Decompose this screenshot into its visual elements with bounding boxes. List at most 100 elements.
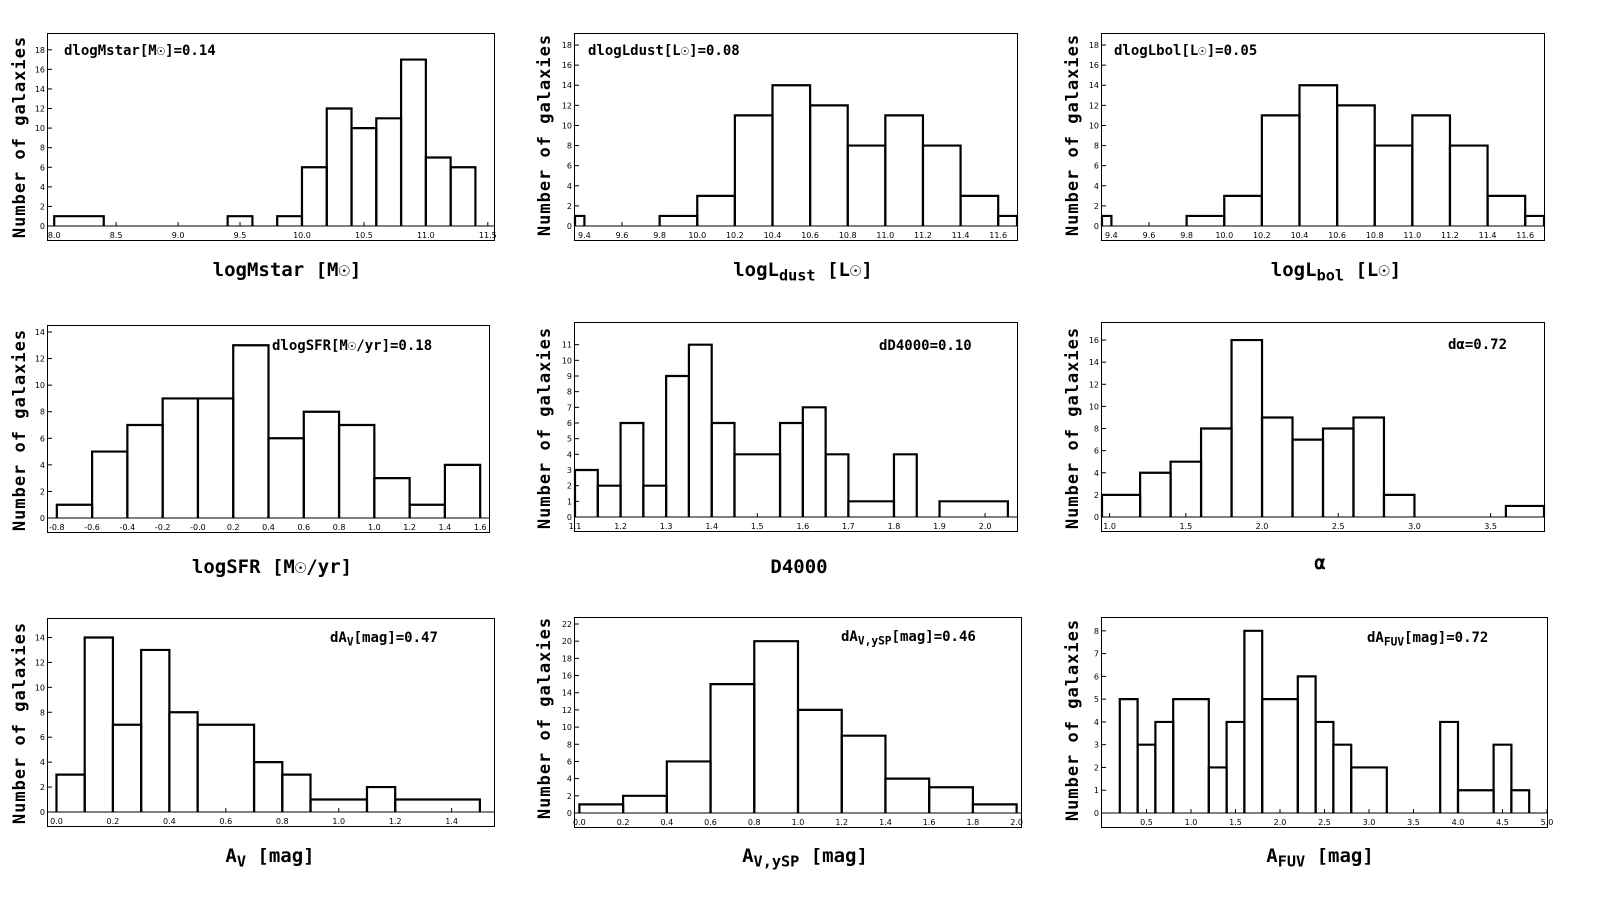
y-tick-label: 6 [567, 419, 572, 428]
plot-svg: 0 2 4 6 8 10 12 14 -0.8 -0.6 -0.4 -0.2 -0.0 0.2 0.4 0.6… [35, 328, 489, 532]
histogram-bin [710, 421, 736, 517]
x-tick-label: 1.0 [1103, 522, 1116, 531]
x-tick-label: 0.0 [50, 817, 63, 826]
y-tick-label: 0 [40, 808, 45, 817]
x-tick-label: 11.2 [914, 231, 932, 240]
x-tick-label: 11.0 [1403, 231, 1421, 240]
y-tick-label: 4 [567, 775, 572, 784]
y-axis-label: Number of galaxies [535, 33, 555, 237]
histogram-bin [111, 723, 143, 812]
y-tick-label: 5 [1094, 695, 1099, 704]
x-tick-label: 1.0 [792, 818, 805, 827]
y-tick-label: 12 [1089, 380, 1099, 389]
x-tick-label: 10.6 [1328, 231, 1346, 240]
y-tick-label: 4 [567, 182, 572, 191]
x-tick-label: 8.0 [48, 231, 61, 240]
x-tick-label: 0.2 [227, 523, 240, 532]
histogram-bin [1172, 698, 1210, 813]
y-tick-label: 10 [35, 381, 45, 390]
histogram-bin [778, 421, 804, 517]
y-tick-label: 0 [1094, 222, 1099, 231]
histogram-bin [55, 503, 94, 518]
x-axis-label-sub: dust [778, 266, 816, 285]
x-tick-label: 1.0 [1185, 818, 1198, 827]
x-tick-label: 0.4 [660, 818, 673, 827]
x-axis-label: AV [mag] [225, 845, 314, 871]
y-tick-label: 0 [567, 513, 572, 522]
annotation: dlogMstar[M☉]=0.14 [62, 43, 218, 59]
x-tick-label: 3.5 [1407, 818, 1420, 827]
y-axis-label: Number of galaxies [10, 621, 30, 825]
y-tick-label: 22 [562, 620, 572, 629]
y-tick-label: 7 [1094, 650, 1099, 659]
histogram-bin [824, 453, 850, 517]
x-tick-label: 10.4 [1291, 231, 1309, 240]
histogram-bin [161, 397, 200, 518]
histogram-bin [621, 794, 668, 813]
histogram-bin [140, 648, 171, 812]
x-tick-label: 10.5 [355, 231, 373, 240]
x-tick-label: 1.5 [751, 522, 764, 531]
histogram-bin [1207, 766, 1228, 813]
x-tick-label: 1.8 [967, 818, 980, 827]
y-tick-label: 1 [567, 497, 572, 506]
histogram-bin [578, 803, 625, 813]
x-axis-label-tail: [mag] [1305, 845, 1374, 867]
histogram-bin [83, 636, 115, 812]
y-tick-label: 16 [562, 61, 572, 70]
histogram-bin [801, 406, 827, 517]
histogram-bin [921, 144, 962, 226]
y-tick-label: 12 [35, 658, 45, 667]
x-tick-label: 1.5 [1229, 818, 1242, 827]
y-axis-label: Number of galaxies [1063, 326, 1083, 530]
annotation: dlogLbol[L☉]=0.05 [1112, 43, 1260, 59]
y-tick-label: 14 [35, 633, 45, 642]
y-tick-label: 10 [1089, 121, 1099, 130]
x-axis-label-tail: [L☉] [1344, 259, 1402, 281]
y-tick-label: 12 [35, 355, 45, 364]
y-axis-label: Number of galaxies [10, 35, 30, 239]
y-axis-label: Number of galaxies [535, 616, 555, 820]
y-axis-label: Number of galaxies [1063, 618, 1083, 822]
plot-area: 0 1 2 3 4 5 6 7 8 9 10 11 1.1 1.2 1.3 1.4 1.5 1.6 1.7 1.8 1.… [562, 322, 1018, 532]
histogram-bin [1199, 427, 1233, 517]
x-axis-label: α [1314, 552, 1326, 574]
x-tick-label: 3.5 [1484, 522, 1497, 531]
histogram-bin [733, 114, 774, 226]
histogram-bin [1321, 427, 1355, 517]
x-axis-label-tail: [mag] [799, 845, 868, 867]
y-tick-label: 4 [40, 183, 45, 192]
y-tick-label: 14 [562, 689, 572, 698]
x-tick-label: 10.4 [764, 231, 782, 240]
histogram-bin [892, 453, 918, 517]
x-tick-label: 1.3 [660, 522, 673, 531]
x-tick-label: 1.2 [614, 522, 627, 531]
y-tick-label: 10 [35, 683, 45, 692]
y-tick-label: 4 [1094, 182, 1099, 191]
y-tick-label: 6 [567, 757, 572, 766]
annotation-tail: [mag]=0.47 [353, 630, 438, 646]
y-tick-label: 8 [1094, 425, 1099, 434]
x-axis-label-main: logL [733, 259, 779, 281]
y-tick-label: 0 [40, 514, 45, 523]
plot-svg: 0 2 4 6 8 10 12 14 16 1.0 1.5 2.0 2.5 3.0 3.5 [1089, 336, 1546, 531]
histogram-bin [928, 786, 975, 813]
x-tick-label: 2.5 [1318, 818, 1331, 827]
annotation: dlogSFR[M☉/yr]=0.18 [270, 338, 435, 354]
histogram-bin [796, 708, 843, 813]
y-tick-label: 14 [35, 85, 45, 94]
histogram-bin [408, 503, 446, 518]
x-tick-label: 4.5 [1496, 818, 1509, 827]
y-tick-label: 20 [562, 637, 572, 646]
histogram-bin [232, 344, 270, 518]
x-tick-label: -0.4 [120, 523, 136, 532]
plot-area: 0 2 4 6 8 10 12 14 16 18 8.0 8.5 9.0 9.5 10.0 10.5 11.0 1… [35, 33, 497, 241]
y-tick-label: 4 [40, 758, 45, 767]
y-tick-label: 14 [1089, 358, 1099, 367]
histogram-bin [1332, 743, 1353, 813]
annotation-main: dA [841, 629, 858, 645]
y-tick-label: 2 [40, 783, 45, 792]
y-tick-label: 2 [567, 202, 572, 211]
histogram-bin [1136, 743, 1157, 813]
x-tick-label: 0.4 [262, 523, 275, 532]
